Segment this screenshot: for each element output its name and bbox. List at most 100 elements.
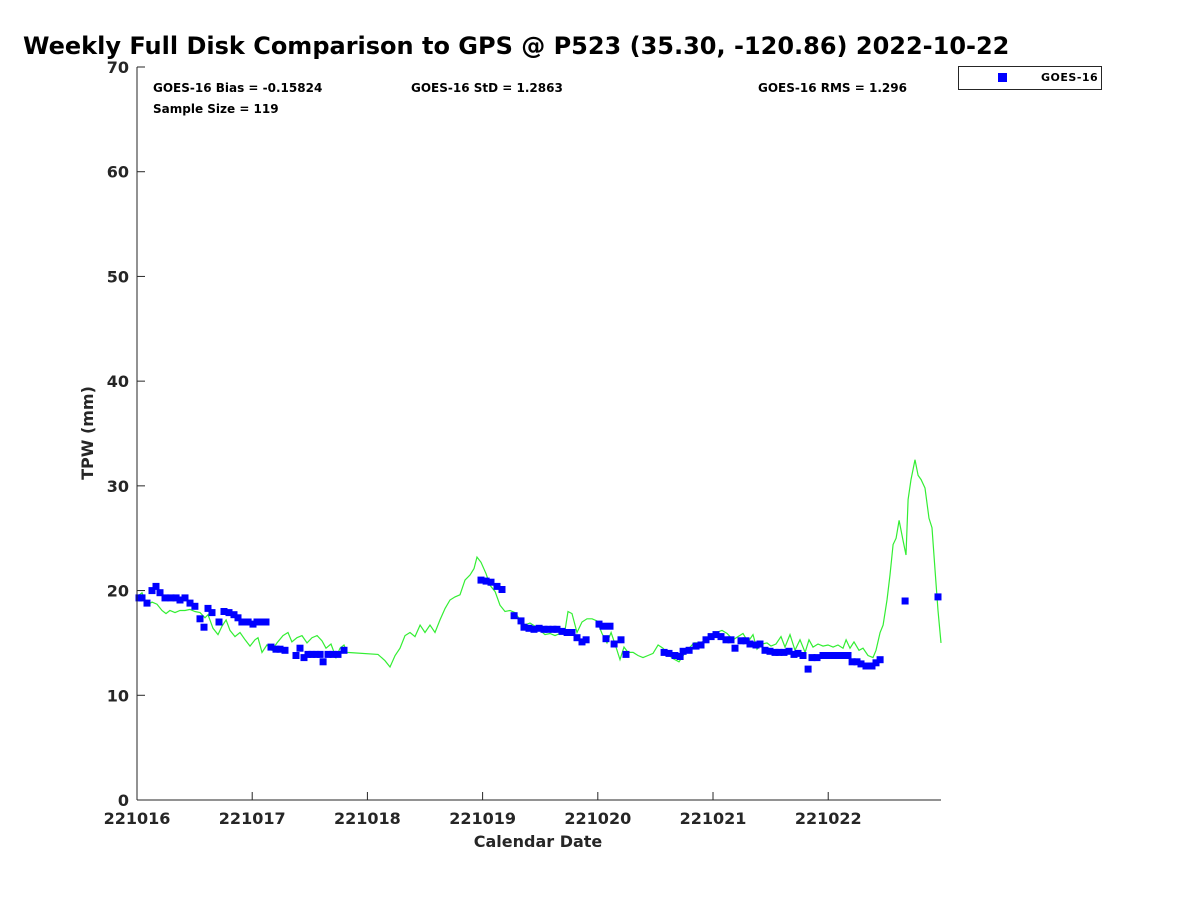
goes-data-point (477, 576, 485, 584)
goes-data-point (697, 641, 705, 649)
goes-data-point (876, 656, 884, 664)
goes-data-point (766, 647, 774, 655)
goes-data-point (172, 594, 180, 602)
goes-data-point (253, 618, 261, 626)
goes-data-point (617, 636, 625, 644)
goes-data-point (249, 620, 257, 628)
goes-data-point (334, 650, 342, 658)
goes-data-point (901, 597, 909, 605)
goes-data-point (868, 662, 876, 670)
goes-data-point (553, 625, 561, 633)
goes-data-point (775, 648, 783, 656)
goes-data-point (498, 586, 506, 593)
goes-data-point (340, 646, 348, 654)
y-tick-label: 20 (107, 582, 129, 601)
goes-data-point (276, 645, 284, 653)
x-ticks: 221016 221017 221018 221019 221020 221021 2210… (104, 792, 862, 828)
goes-data-point (487, 578, 495, 586)
y-axis-label: TPW (mm) (78, 386, 97, 480)
goes-data-point (563, 629, 571, 636)
goes-data-point (785, 647, 793, 655)
goes-data-point (676, 653, 684, 660)
goes-data-point (281, 646, 289, 654)
goes-data-point (230, 611, 238, 619)
goes-data-point (857, 660, 865, 668)
goes-data-point (324, 650, 332, 658)
goes-data-point (582, 636, 590, 644)
goes-data-point (510, 612, 518, 620)
goes-data-point (549, 625, 557, 633)
goes-data-point (685, 646, 693, 654)
goes-data-point (181, 594, 189, 602)
legend-marker-goes (998, 73, 1007, 82)
y-tick-label: 0 (118, 791, 129, 810)
goes-data-point (161, 594, 169, 602)
x-tick-label: 221017 (219, 809, 286, 828)
goes-data-point (824, 652, 832, 659)
goes-data-point (143, 599, 151, 607)
goes-data-point (727, 636, 735, 644)
goes-data-point (722, 636, 730, 644)
goes-data-point (225, 609, 233, 617)
goes-data-point (622, 650, 630, 658)
y-tick-label: 10 (107, 686, 129, 705)
goes-data-point (530, 625, 538, 633)
goes-data-point (665, 649, 673, 657)
goes-data-point (679, 647, 687, 655)
goes-data-point (520, 623, 528, 631)
goes-data-point (834, 652, 842, 659)
goes-data-point (304, 650, 312, 658)
goes-data-point (319, 658, 327, 666)
gps-line-layer (136, 459, 942, 669)
goes-data-point (316, 650, 324, 658)
goes-data-point (692, 642, 700, 650)
legend-box (958, 66, 1102, 90)
goes-data-point (148, 587, 156, 595)
x-tick-label: 221020 (564, 809, 631, 828)
goes-data-point (780, 648, 788, 656)
goes-data-point (215, 618, 223, 626)
x-axis-label: Calendar Date (474, 832, 603, 851)
goes-data-point (808, 654, 816, 662)
y-tick-label: 50 (107, 267, 129, 286)
goes-data-point (167, 594, 175, 602)
goes-data-point (558, 627, 566, 635)
y-tick-label: 70 (107, 58, 129, 77)
goes-data-point (746, 640, 754, 648)
goes-data-point (794, 649, 802, 657)
goes-data-point (872, 659, 880, 667)
goes-data-point (493, 582, 501, 590)
y-tick-label: 60 (107, 163, 129, 182)
goes-data-point (671, 652, 679, 659)
goes-data-point (844, 652, 852, 659)
goes-data-point (610, 640, 618, 648)
goes-data-point (296, 644, 304, 652)
goes-data-point (525, 624, 533, 632)
goes-data-point (544, 625, 552, 633)
goes-data-point (599, 622, 607, 630)
chart-title: Weekly Full Disk Comparison to GPS @ P52… (23, 32, 1009, 60)
goes-data-point (156, 589, 164, 597)
goes-data-point (752, 641, 760, 649)
goes-data-point (660, 648, 668, 656)
goes-data-point (152, 582, 160, 590)
goes-data-point (707, 633, 715, 641)
rms-stat: GOES-16 RMS = 1.296 (758, 81, 907, 95)
goes-data-point (712, 631, 720, 639)
goes-data-point (208, 609, 216, 617)
goes-data-point (535, 624, 543, 632)
goes-data-point (717, 633, 725, 641)
goes-data-point (790, 650, 798, 658)
goes-data-point (312, 650, 320, 658)
x-tick-label: 221022 (795, 809, 862, 828)
goes-data-point (606, 622, 614, 630)
goes-data-point (234, 614, 242, 622)
std-stat: GOES-16 StD = 1.2863 (411, 81, 563, 95)
goes-data-point (244, 618, 252, 626)
goes-data-point (813, 654, 821, 662)
goes-data-point (200, 623, 208, 631)
goes-data-point (196, 615, 204, 623)
goes-data-point (186, 599, 194, 607)
legend: GOES-16 (958, 66, 1102, 90)
goes-data-point (176, 596, 184, 604)
